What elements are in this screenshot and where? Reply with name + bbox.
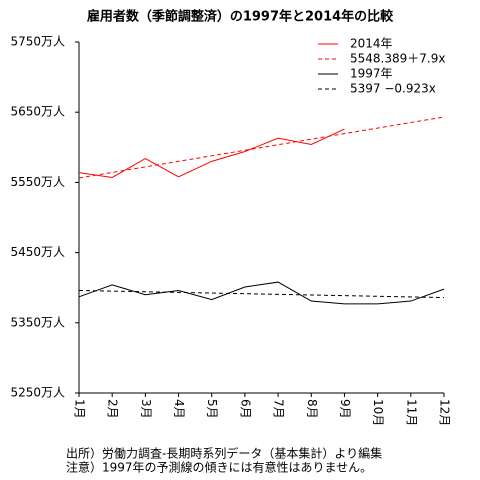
series-line	[78, 128, 345, 179]
y-tick-label: 5450万人	[10, 245, 65, 259]
x-tick-label: 4月	[172, 399, 186, 419]
legend-label: 5397 −0.923x	[350, 82, 436, 96]
x-tick-label: 12月	[438, 399, 452, 426]
x-tick-label: 8月	[305, 399, 319, 419]
x-tick-label: 1月	[73, 399, 87, 419]
y-tick-label: 5750万人	[10, 35, 65, 49]
series-line	[78, 116, 445, 179]
x-tick-label: 6月	[238, 399, 252, 419]
x-tick-label: 3月	[139, 399, 153, 419]
legend-label: 2014年	[350, 37, 393, 51]
x-tick-label: 5月	[205, 399, 219, 419]
legend-label: 5548.389＋7.9x	[350, 52, 445, 66]
y-tick-label: 5250万人	[10, 386, 65, 400]
x-tick-label: 7月	[272, 399, 286, 419]
y-tick-label: 5550万人	[10, 175, 65, 189]
y-tick-label: 5650万人	[10, 105, 65, 119]
note: 注意）1997年の予測線の傾きには有意性はありません。	[66, 460, 372, 475]
note: 出所）労働力調査-長期時系列データ（基本集計）より編集	[66, 446, 382, 461]
x-tick-label: 11月	[404, 399, 418, 426]
chart-title: 雇用者数（季節調整済）の1997年と2014年の比較	[87, 9, 394, 25]
x-tick-label: 2月	[106, 399, 120, 419]
legend-label: 1997年	[350, 67, 393, 81]
y-tick-label: 5350万人	[10, 315, 65, 329]
x-tick-label: 9月	[338, 399, 352, 419]
x-tick-label: 10月	[371, 399, 385, 426]
series-line	[78, 289, 445, 299]
series-line	[78, 281, 445, 305]
